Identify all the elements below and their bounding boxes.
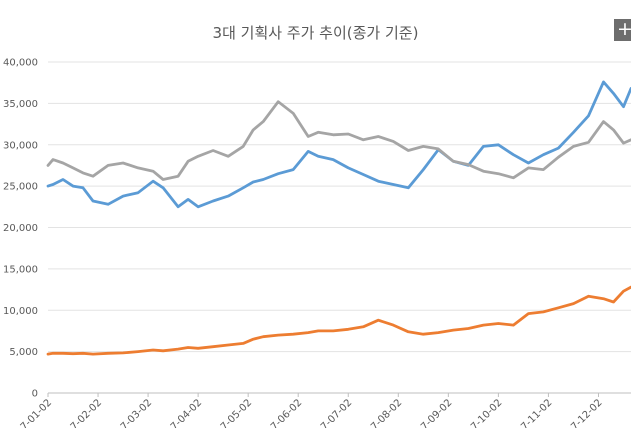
add-chart-element-button[interactable]: + <box>614 19 631 41</box>
x-tick-label: 7-01-02 <box>19 397 54 428</box>
gridlines <box>48 61 631 394</box>
x-tick-label: 7-02-02 <box>69 397 104 428</box>
x-axis-ticks: 7-01-02 7-02-02 7-03-02 7-04-02 7-05-02 7-06-… <box>19 393 605 428</box>
x-tick-label: 7-07-02 <box>319 397 354 428</box>
y-tick-label: 35,000 <box>3 99 38 110</box>
series-line-2 <box>46 100 631 181</box>
series-lines <box>46 80 631 356</box>
series-line-3 <box>46 285 631 356</box>
y-tick-label: 15,000 <box>3 264 38 275</box>
y-tick-label: 5,000 <box>9 347 38 358</box>
y-tick-label: 25,000 <box>3 182 38 193</box>
x-tick-label: 7-03-02 <box>119 397 154 428</box>
y-tick-label: 20,000 <box>3 223 38 234</box>
x-tick-label: 7-05-02 <box>219 397 254 428</box>
y-tick-label: 30,000 <box>3 140 38 151</box>
x-tick-label: 7-10-02 <box>469 397 504 428</box>
x-tick-label: 7-11-02 <box>519 397 554 428</box>
chart-title: 3대 기획사 주가 추이(종가 기준) <box>212 24 419 42</box>
x-tick-label: 7-08-02 <box>369 397 404 428</box>
y-axis-ticks: 0 5,000 10,000 15,000 20,000 25,000 30,000 35,0… <box>3 58 38 400</box>
x-tick-label: 7-12-02 <box>569 397 604 428</box>
x-tick-label: 7-04-02 <box>169 397 204 428</box>
series-line-1 <box>46 80 631 209</box>
y-tick-label: 40,000 <box>3 58 38 69</box>
y-tick-label: 10,000 <box>3 306 38 317</box>
x-tick-label: 7-09-02 <box>419 397 454 428</box>
x-tick-label: 7-06-02 <box>269 397 304 428</box>
y-tick-label: 0 <box>32 389 38 400</box>
